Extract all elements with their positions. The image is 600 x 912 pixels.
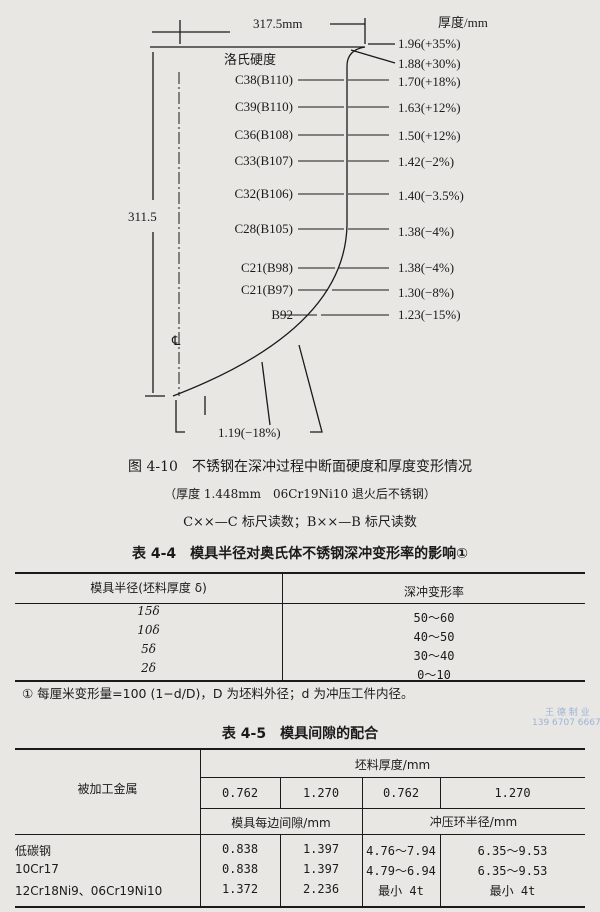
table45-cell: 低碳钢	[15, 844, 52, 858]
table44-title: 表 4-4 模具半径对奥氏体不锈钢深冲变形率的影响①	[131, 546, 469, 562]
watermark: 139 6707 6667	[532, 718, 600, 728]
thickness-label: 1.50(+12%)	[398, 128, 461, 143]
height-label: 311.5	[128, 209, 157, 224]
table45-cell: 6.35～9.53	[477, 844, 548, 858]
watermark: 王 德 制 业	[545, 708, 590, 718]
figure-subcaption-2: C××—C 标尺读数；B××—B 标尺读数	[183, 515, 417, 530]
thickness-label: 1.23(−15%)	[398, 307, 461, 322]
thickness-label: 1.40(−3.5%)	[398, 188, 464, 203]
thickness-label: 1.38(−4%)	[398, 224, 454, 239]
deep-drawing-diagram: 317.5mm 厚度/mm 洛氏硬度 311.5 ℄ 1.19(−18%) C3…	[128, 15, 488, 440]
hardness-label: C38(B110)	[235, 72, 293, 87]
table44-cell: 0～10	[417, 668, 451, 682]
table45-cell: 1.270	[302, 786, 340, 800]
table45-cell: 最小 4t	[378, 884, 424, 898]
table44-cell: 5δ	[141, 642, 156, 656]
hardness-label: C36(B108)	[235, 127, 294, 142]
bottom-thickness-label: 1.19(−18%)	[218, 425, 281, 440]
table44-cell: 10δ	[137, 623, 160, 637]
hardness-label: C39(B110)	[235, 99, 293, 114]
table44-footnote: ① 每厘米变形量=100 (1−d/D)，D 为坯料外径；d 为冲压工件内径。	[22, 686, 414, 701]
thickness-label: 1.88(+30%)	[398, 56, 461, 71]
hardness-label: C32(B106)	[235, 186, 294, 201]
table45-cell: 10Cr17	[15, 862, 59, 876]
hardness-label: B92	[271, 307, 293, 322]
table45-cell: 最小 4t	[489, 884, 536, 898]
thickness-header: 坯料厚度/mm	[354, 758, 431, 772]
table44-cell: 50～60	[413, 611, 455, 625]
thickness-header: 厚度/mm	[438, 15, 488, 30]
thickness-label: 1.38(−4%)	[398, 260, 454, 275]
thickness-label: 1.96(+35%)	[398, 36, 461, 51]
table45-cell: 0.762	[382, 786, 420, 800]
metal-header: 被加工金属	[77, 782, 138, 796]
table45-cell: 4.79～6.94	[366, 864, 436, 878]
hardness-label: C33(B107)	[235, 153, 294, 168]
hardness-label: C21(B97)	[241, 282, 293, 297]
centerline-icon: ℄	[171, 333, 181, 348]
table45-cell: 1.397	[302, 842, 340, 856]
table45-cell: 0.838	[221, 842, 259, 856]
table44-cell: 30～40	[413, 649, 455, 663]
hardness-label: C21(B98)	[241, 260, 293, 275]
hardness-label: C28(B105)	[235, 221, 294, 236]
table45-cell: 1.372	[221, 882, 259, 896]
hardness-header: 洛氏硬度	[224, 52, 276, 67]
table45-cell: 0.762	[221, 786, 259, 800]
thickness-label: 1.63(+12%)	[398, 100, 461, 115]
table44-header: 深冲变形率	[403, 585, 464, 599]
table45-cell: 1.270	[494, 786, 531, 800]
thickness-label: 1.42(−2%)	[398, 154, 454, 169]
table45-cell: 0.838	[221, 862, 259, 876]
table44-cell: 2δ	[141, 661, 156, 675]
thickness-label: 1.70(+18%)	[398, 74, 461, 89]
table44-cell: 40～50	[413, 630, 455, 644]
figure-caption: 图 4-10 不锈钢在深冲过程中断面硬度和厚度变形情况	[128, 459, 472, 475]
table44-header: 模具半径(坯料厚度 δ)	[90, 581, 207, 595]
table45-title: 表 4-5 模具间隙的配合	[221, 726, 379, 742]
table45-cell: 1.397	[302, 862, 340, 876]
table44-cell: 15δ	[137, 604, 160, 618]
table45-cell: 12Cr18Ni9、06Cr19Ni10	[15, 884, 163, 898]
width-label: 317.5mm	[253, 16, 302, 31]
table45-cell: 2.236	[302, 882, 340, 896]
thickness-label: 1.30(−8%)	[398, 285, 454, 300]
radius-header: 冲压环半径/mm	[429, 815, 518, 829]
table45-cell: 6.35～9.53	[477, 864, 548, 878]
labels: 317.5mm 厚度/mm 洛氏硬度 311.5 ℄ 1.19(−18%) C3…	[128, 15, 488, 440]
figure-subcaption-1: （厚度 1.448mm 06Cr19Ni10 退火后不锈钢）	[164, 487, 436, 501]
table45-cell: 4.76～7.94	[366, 844, 436, 858]
clearance-header: 模具每边间隙/mm	[231, 816, 331, 830]
